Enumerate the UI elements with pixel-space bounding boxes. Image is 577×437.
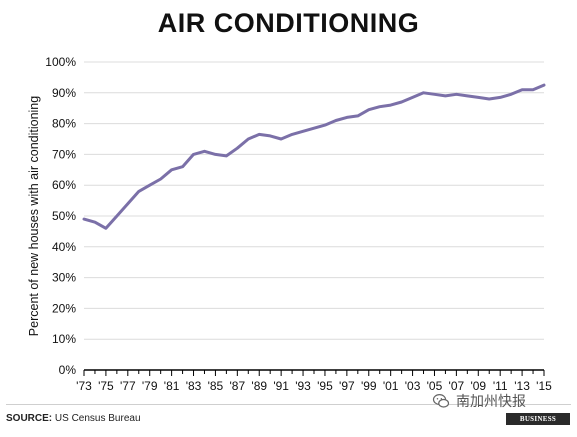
- x-tick-label: '13: [514, 379, 530, 393]
- x-tick-label: '81: [164, 379, 180, 393]
- x-tick-label: '87: [230, 379, 246, 393]
- x-tick-label: '91: [273, 379, 289, 393]
- x-tick-label: '97: [339, 379, 355, 393]
- x-tick-label: '77: [120, 379, 136, 393]
- y-tick-labels: 0% 10% 20% 30% 40% 50% 60% 70% 80% 90% 100%: [45, 55, 76, 377]
- wechat-icon: [432, 394, 450, 408]
- y-tick-label: 70%: [52, 147, 76, 161]
- y-tick-label: 10%: [52, 332, 76, 346]
- y-tick-label: 30%: [52, 271, 76, 285]
- x-tick-label: '05: [427, 379, 443, 393]
- y-tick-label: 60%: [52, 178, 76, 192]
- x-tick-label: '85: [208, 379, 224, 393]
- x-tick-label: '07: [449, 379, 465, 393]
- x-tick-label: '93: [295, 379, 311, 393]
- x-tick-label: '09: [470, 379, 486, 393]
- x-tick-label: '01: [383, 379, 399, 393]
- business-insider-logo: BUSINESS INSIDER: [506, 413, 570, 435]
- y-tick-label: 100%: [45, 55, 76, 69]
- footer-divider: [6, 404, 571, 405]
- grid-lines: [84, 61, 544, 340]
- source-label: SOURCE:: [6, 413, 53, 424]
- y-tick-label: 90%: [52, 86, 76, 100]
- series-line: [82, 83, 546, 230]
- y-tick-label: 50%: [52, 209, 76, 223]
- x-tick-label: '15: [536, 379, 552, 393]
- x-tick-label: '73: [76, 379, 92, 393]
- x-tick-label: '11: [493, 379, 508, 393]
- x-tick-label: '95: [317, 379, 333, 393]
- x-tick-label: '79: [142, 379, 158, 393]
- watermark: 南加州快报: [432, 390, 526, 412]
- y-tick-label: 20%: [52, 301, 76, 315]
- chart-title: AIR CONDITIONING: [157, 8, 420, 38]
- y-tick-label: 0%: [59, 363, 77, 377]
- x-tick-label: '83: [186, 379, 202, 393]
- x-tick-label: '03: [405, 379, 421, 393]
- x-tick-labels: '73 '75 '77 '79 '81 '83 '85 '87 '89 '91 '93 '95 '97 '…: [76, 379, 552, 393]
- y-tick-label: 80%: [52, 117, 76, 131]
- source-text: US Census Bureau: [54, 413, 141, 424]
- x-tick-label: '89: [251, 379, 267, 393]
- x-tick-label: '75: [98, 379, 114, 393]
- source-note: SOURCE: US Census Bureau: [6, 413, 141, 424]
- watermark-text: 南加州快报: [456, 394, 526, 410]
- y-axis-label: Percent of new houses with air condition…: [27, 96, 41, 336]
- x-tick-label: '99: [361, 379, 377, 393]
- x-tick-marks: [83, 370, 545, 376]
- y-tick-label: 40%: [52, 240, 76, 254]
